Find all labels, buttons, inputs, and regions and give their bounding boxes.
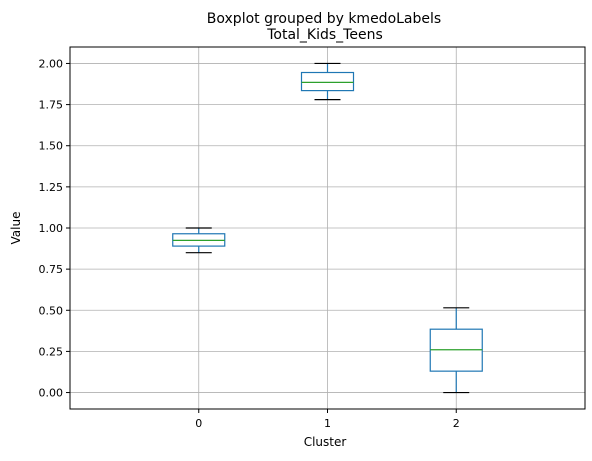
- x-axis-ticks: 0 1 2: [195, 409, 460, 430]
- box-cluster-1: [300, 62, 355, 101]
- y-tick-label: 0.00: [39, 387, 64, 400]
- x-tick-label: 2: [453, 417, 460, 430]
- y-tick-label: 1.50: [39, 140, 64, 153]
- y-tick-label: 0.50: [39, 304, 64, 317]
- y-axis-label: Value: [9, 212, 23, 245]
- y-tick-label: 0.75: [39, 263, 64, 276]
- box-iqr: [300, 71, 355, 92]
- plot-frame: [69, 46, 586, 410]
- grid-lines: [70, 47, 585, 409]
- y-axis-ticks: 0.00 0.25 0.50 0.75 1.00 1.25 1.50 1.75 2.00: [39, 57, 70, 400]
- box-cluster-0: [172, 227, 226, 254]
- x-tick-label: 0: [195, 417, 202, 430]
- y-tick-label: 2.00: [39, 57, 64, 70]
- y-tick-label: 1.00: [39, 222, 64, 235]
- box-group: [172, 62, 483, 394]
- y-tick-label: 1.25: [39, 181, 64, 194]
- y-tick-label: 1.75: [39, 99, 64, 112]
- chart-title: Total_Kids_Teens: [266, 27, 383, 43]
- x-tick-label: 1: [324, 417, 331, 430]
- y-tick-label: 0.25: [39, 345, 64, 358]
- box-cluster-2: [429, 307, 483, 394]
- chart-suptitle: Boxplot grouped by kmedoLabels: [207, 11, 441, 27]
- x-axis-label: Cluster: [304, 435, 347, 449]
